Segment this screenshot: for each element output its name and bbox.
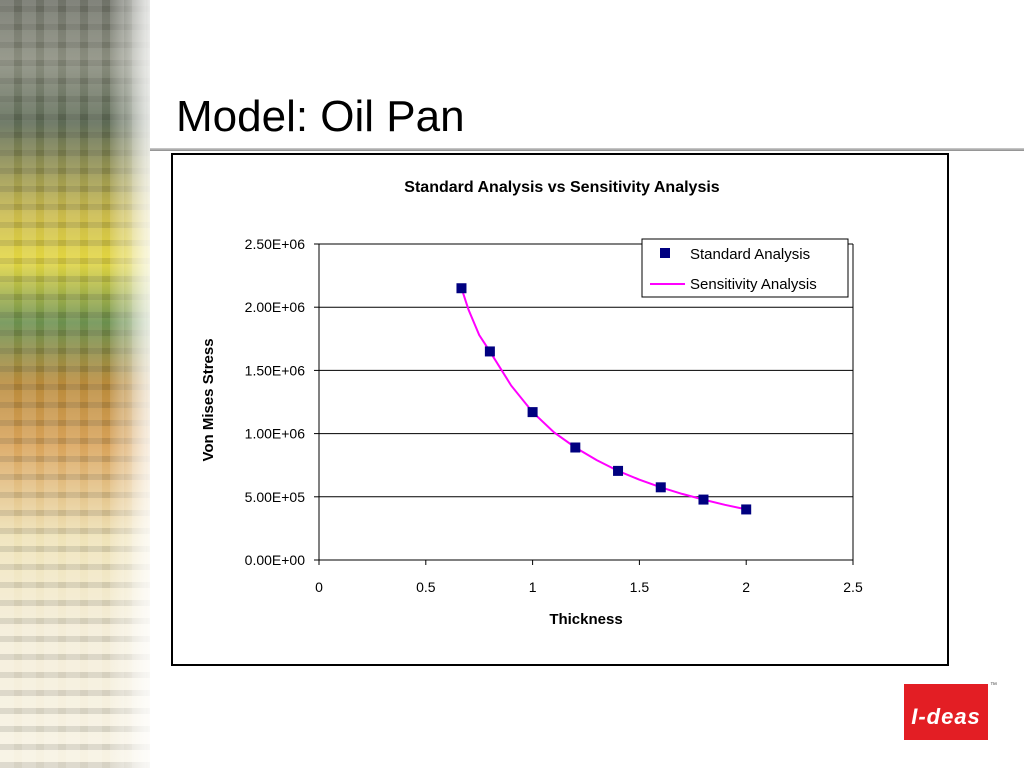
decorative-side-image <box>0 0 150 768</box>
axes <box>314 243 854 565</box>
standard-point <box>613 465 624 476</box>
x-tick-label: 0.5 <box>416 579 436 595</box>
chart-frame: Standard Analysis vs Sensitivity Analysi… <box>171 153 949 666</box>
y-tick-label: 2.00E+06 <box>245 299 306 315</box>
standard-point <box>570 442 581 453</box>
chart: Standard Analysis vs Sensitivity Analysi… <box>200 179 863 628</box>
y-tick-label: 1.00E+06 <box>245 426 306 442</box>
sensitivity-line <box>460 287 747 511</box>
standard-point <box>698 494 709 505</box>
x-tick-label: 1.5 <box>630 579 650 595</box>
legend-label-sensitivity: Sensitivity Analysis <box>690 276 817 293</box>
standard-point <box>484 346 495 357</box>
standard-point <box>741 504 752 515</box>
y-tick-label: 5.00E+05 <box>245 489 306 505</box>
x-tick-label: 1 <box>529 579 537 595</box>
title-divider <box>150 148 1024 151</box>
x-tick-labels: 0 0.5 1 1.5 2 2.5 <box>315 579 863 595</box>
series <box>456 283 752 515</box>
x-tick-label: 2 <box>742 579 750 595</box>
legend-label-standard: Standard Analysis <box>690 246 810 263</box>
y-tick-labels: 0.00E+00 5.00E+05 1.00E+06 1.50E+06 2.00E+06… <box>245 236 306 568</box>
y-axis-title: Von Mises Stress <box>200 338 217 461</box>
y-tick-label: 0.00E+00 <box>245 552 306 568</box>
x-tick-label: 2.5 <box>843 579 863 595</box>
chart-title: Standard Analysis vs Sensitivity Analysi… <box>404 179 719 196</box>
y-tick-label: 1.50E+06 <box>245 362 306 378</box>
ideas-logo: I-deas <box>904 684 988 740</box>
standard-point <box>527 407 538 418</box>
side-image-fade <box>110 0 150 768</box>
standard-point <box>655 482 666 493</box>
standard-point <box>456 283 467 294</box>
page-title: Model: Oil Pan <box>176 92 465 141</box>
y-tick-label: 2.50E+06 <box>245 236 306 252</box>
legend: Standard Analysis Sensitivity Analysis <box>641 238 849 298</box>
x-axis-title: Thickness <box>549 611 622 628</box>
logo-text: I-deas <box>911 704 981 729</box>
legend-box <box>641 238 849 298</box>
x-tick-label: 0 <box>315 579 323 595</box>
trademark-symbol: ™ <box>990 682 997 689</box>
gridlines <box>319 243 853 498</box>
legend-marker-standard <box>660 248 670 258</box>
